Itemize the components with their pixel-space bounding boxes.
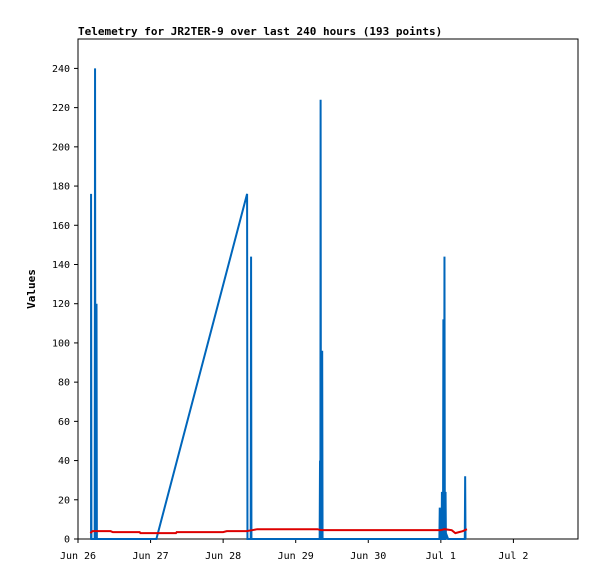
x-tick-label: Jun 29 bbox=[278, 551, 314, 562]
x-tick-label: Jun 27 bbox=[133, 551, 169, 562]
series-line-2 bbox=[89, 528, 468, 535]
y-tick-label: 60 bbox=[58, 417, 70, 428]
chart-title: Telemetry for JR2TER-9 over last 240 hou… bbox=[78, 25, 442, 38]
x-tick-label: Jun 28 bbox=[205, 551, 241, 562]
series-layer bbox=[89, 68, 468, 540]
y-tick-label: 220 bbox=[52, 103, 70, 114]
plot-frame bbox=[77, 38, 579, 540]
y-tick-label: 200 bbox=[52, 142, 70, 153]
y-tick-label: 180 bbox=[52, 182, 70, 193]
y-tick-label: 40 bbox=[58, 456, 70, 467]
y-tick-label: 160 bbox=[52, 221, 70, 232]
y-tick-label: 120 bbox=[52, 299, 70, 310]
x-tick-label: Jun 30 bbox=[350, 551, 386, 562]
y-tick-label: 100 bbox=[52, 338, 70, 349]
series-line-1 bbox=[90, 68, 467, 540]
x-tick-label: Jul 1 bbox=[426, 551, 456, 562]
y-tick-label: 0 bbox=[64, 535, 70, 546]
x-axis: Jun 26 Jun 27 Jun 28 Jun 29 Jun 30 Jul 1 Jul 2 bbox=[60, 539, 528, 562]
y-tick-label: 140 bbox=[52, 260, 70, 271]
y-axis: 0 20 40 60 80 100 120 140 160 180 200 220 240 bbox=[52, 64, 78, 546]
x-tick-label: Jul 2 bbox=[498, 551, 528, 562]
y-tick-label: 20 bbox=[58, 495, 70, 506]
x-tick-label: Jun 26 bbox=[60, 551, 96, 562]
y-tick-label: 240 bbox=[52, 64, 70, 75]
y-axis-label: Values bbox=[25, 269, 38, 309]
y-tick-label: 80 bbox=[58, 378, 70, 389]
